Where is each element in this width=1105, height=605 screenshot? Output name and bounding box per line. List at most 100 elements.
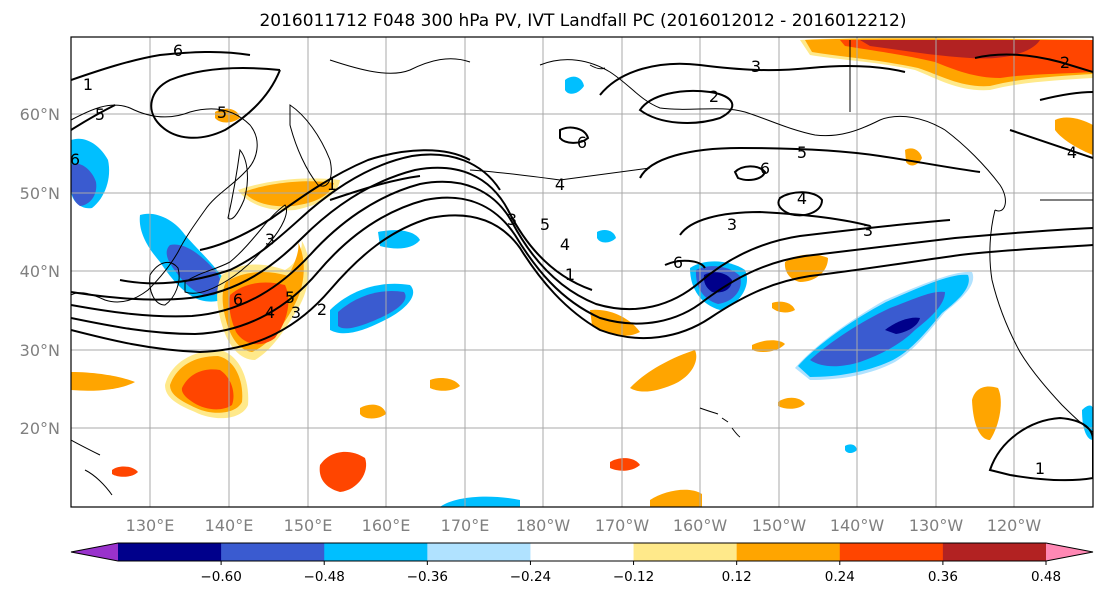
colorbar-tick-label: −0.36	[407, 569, 448, 585]
contour-label: 2	[709, 87, 719, 106]
lat-label: 40°N	[20, 262, 60, 281]
shade-patch-a	[430, 378, 460, 391]
contour-14	[733, 165, 767, 181]
shade-patch-f	[752, 340, 785, 352]
anomaly-shading	[71, 37, 1093, 507]
contour-18	[329, 175, 421, 201]
colorbar-segment	[839, 543, 944, 561]
lat-label: 20°N	[20, 419, 60, 438]
colorbar-tick-label: 0.12	[722, 569, 752, 585]
contour-label: 3	[751, 57, 761, 76]
shade-patch-k	[650, 489, 702, 507]
lon-label: 140°W	[830, 516, 885, 535]
shade-patch-s	[597, 230, 616, 243]
coast-alaska	[539, 59, 1006, 212]
contour-label: 6	[233, 290, 243, 309]
shade-patch-l	[112, 466, 138, 477]
shade-patch-i	[972, 386, 1001, 440]
contour-2	[71, 196, 1093, 336]
lon-label: 170°E	[441, 516, 490, 535]
coast-japan	[184, 204, 287, 294]
colorbar-extension-high	[1046, 543, 1093, 561]
lat-label: 30°N	[20, 341, 60, 360]
contour-21	[71, 104, 116, 131]
shade-se-mid	[810, 291, 945, 367]
plot-title: 2016011712 F048 300 hPa PV, IVT Landfall…	[259, 11, 906, 31]
contour-label: 5	[217, 103, 227, 122]
lon-label: 180°W	[516, 516, 571, 535]
shade-se-dark	[885, 317, 920, 334]
colorbar-segment	[221, 543, 325, 561]
shade-patch-d	[630, 350, 697, 392]
shade-patch-e	[772, 301, 795, 313]
shade-patch-m	[440, 496, 520, 507]
contour-label: 4	[560, 235, 570, 254]
colorbar-segment	[118, 543, 222, 561]
contour-label: 1	[83, 75, 93, 94]
contour-15	[559, 126, 590, 144]
coast-bering-asia	[329, 58, 471, 74]
colorbar-segment	[324, 543, 428, 561]
contour-22	[1009, 129, 1093, 159]
contour-10	[638, 89, 734, 124]
contour-13	[777, 191, 824, 217]
colorbar-tick-label: −0.60	[200, 569, 241, 585]
contour-label: 4	[797, 189, 807, 208]
longitude-labels: 130°E 140°E 150°E 160°E 170°E 180°W 170°…	[126, 516, 1042, 535]
shade-ak-dark	[860, 40, 1040, 59]
contour-20	[1039, 91, 1093, 101]
lon-label: 170°W	[595, 516, 650, 535]
contour-label: 1	[327, 175, 337, 194]
contour-label: 3	[507, 210, 517, 229]
coast-islands-n	[589, 64, 606, 70]
colorbar-segment	[427, 543, 531, 561]
colorbar-tick-label: 0.36	[928, 569, 958, 585]
lat-label: 50°N	[20, 184, 60, 203]
lon-label: 150°E	[284, 516, 333, 535]
contour-labels: 6 5 5 1 6 3 2 5 6 4 3 6 4 5 3 6 4 3 2 1 …	[70, 41, 1077, 478]
coast-kamchatka	[289, 104, 332, 187]
contour-label: 5	[95, 105, 105, 124]
contour-12	[679, 210, 871, 236]
contour-label: 3	[291, 303, 301, 322]
contour-label: 6	[173, 41, 183, 60]
contour-3	[71, 180, 951, 318]
contour-label: 4	[555, 175, 565, 194]
colorbar-extension-low	[71, 543, 118, 561]
colorbar: −0.60 −0.48 −0.36 −0.24 −0.12 0.12 0.24 0.36 0.4…	[70, 542, 1094, 585]
contour-label: 6	[577, 133, 587, 152]
shade-cpac2-light	[378, 230, 420, 249]
contour-label: 1	[565, 265, 575, 284]
lat-label: 60°N	[20, 105, 60, 124]
shade-patch-o	[71, 163, 97, 206]
contour-6	[199, 149, 471, 251]
contour-label: 6	[70, 150, 80, 169]
shade-patch-r	[565, 76, 584, 94]
colorbar-segment	[633, 543, 738, 561]
shade-patch-c	[319, 451, 367, 492]
shade-kuril-orange	[244, 181, 334, 207]
contour-19	[974, 53, 1093, 73]
coast-hawaii	[699, 407, 741, 438]
colorbar-tick-label: 0.48	[1031, 569, 1061, 585]
shade-cpac-mid	[338, 290, 406, 329]
map-frame	[70, 36, 1094, 508]
lon-label: 140°E	[205, 516, 254, 535]
shade-patch-v	[215, 108, 240, 123]
contour-label: 5	[540, 215, 550, 234]
contour-label: 3	[863, 221, 873, 240]
contour-label: 5	[797, 143, 807, 162]
contour-label: 2	[317, 300, 327, 319]
lon-label: 120°W	[987, 516, 1042, 535]
coast-aleutians	[469, 167, 651, 181]
colorbar-ticks	[220, 561, 1047, 565]
lon-label: 130°W	[909, 516, 964, 535]
shade-patch-b	[360, 404, 386, 419]
colorbar-tick-labels: −0.60 −0.48 −0.36 −0.24 −0.12 0.12 0.24 0.36 0.4…	[200, 569, 1061, 585]
shade-patch-g	[778, 397, 805, 409]
shade-patch-j	[610, 458, 640, 471]
lon-label: 160°E	[362, 516, 411, 535]
lon-label: 150°W	[752, 516, 807, 535]
shade-south-red	[181, 369, 234, 410]
